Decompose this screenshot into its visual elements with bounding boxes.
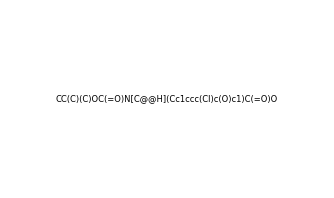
Text: CC(C)(C)OC(=O)N[C@@H](Cc1ccc(Cl)c(O)c1)C(=O)O: CC(C)(C)OC(=O)N[C@@H](Cc1ccc(Cl)c(O)c1)C… — [56, 94, 278, 104]
